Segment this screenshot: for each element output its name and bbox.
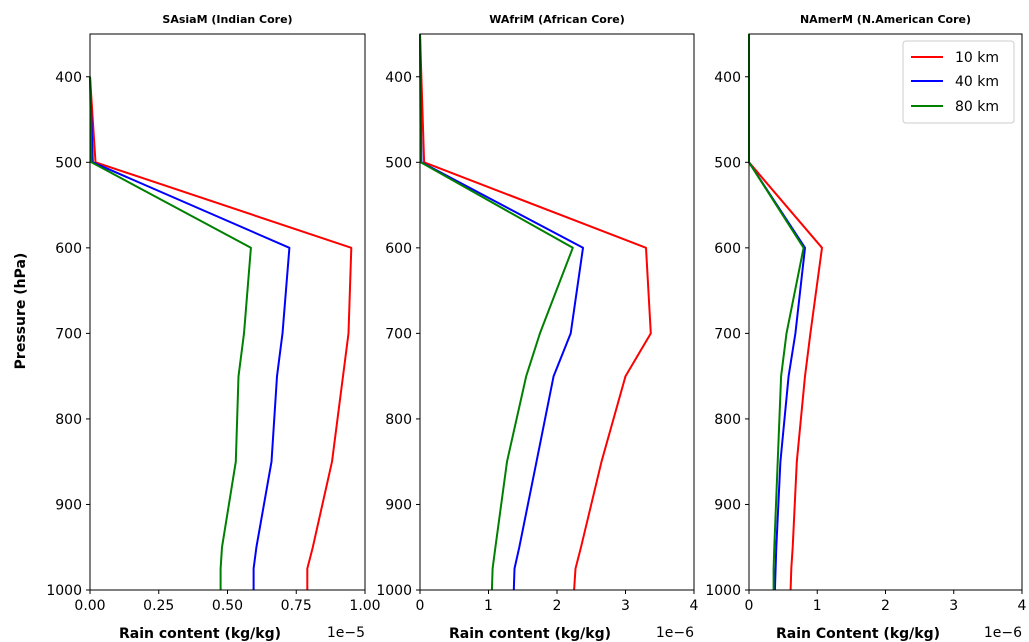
y-tick-label: 1000 <box>705 583 741 599</box>
panel-sasiam: SAsiaM (Indian Core) Rain content (kg/kg… <box>46 13 380 642</box>
x-offset-label: 1e−6 <box>656 625 694 641</box>
x-tick-label: 0 <box>745 598 754 614</box>
y-tick-label: 600 <box>385 241 412 257</box>
y-tick-label: 400 <box>55 70 82 86</box>
x-tick-label: 3 <box>949 598 958 614</box>
y-tick-label: 500 <box>385 155 412 171</box>
x-tick-label: 2 <box>881 598 890 614</box>
legend-entry-80km: 80 km <box>911 99 999 115</box>
y-tick-label: 400 <box>385 70 412 86</box>
x-axis-label: Rain content (kg/kg) <box>119 626 281 642</box>
series-line-80km <box>89 76 252 590</box>
x-tick-label: 1.00 <box>349 598 380 614</box>
legend-label: 80 km <box>955 99 999 115</box>
series-line-10km <box>419 33 652 591</box>
y-tick-label: 800 <box>714 412 741 428</box>
x-tick-label: 0.50 <box>212 598 243 614</box>
y-axis-label: Pressure (hPa) <box>13 253 29 370</box>
plot-frame <box>89 33 366 591</box>
y-tick-label: 600 <box>714 241 741 257</box>
y-tick-label: 800 <box>55 412 82 428</box>
x-tick-label: 2 <box>553 598 562 614</box>
panel-namerm: NAmerM (N.American Core) Rain Content (k… <box>705 13 1026 642</box>
y-tick-label: 500 <box>55 155 82 171</box>
series-line-40km <box>89 76 291 590</box>
panel-title: SAsiaM (Indian Core) <box>162 13 292 26</box>
x-axis-label: Rain Content (kg/kg) <box>776 626 940 642</box>
y-tick-label: 900 <box>385 497 412 513</box>
y-tick-label: 700 <box>385 326 412 342</box>
x-tick-label: 1 <box>484 598 493 614</box>
legend-label: 10 km <box>955 50 999 66</box>
y-tick-label: 500 <box>714 155 741 171</box>
series-line-80km <box>748 34 805 590</box>
y-tick-label: 900 <box>714 497 741 513</box>
series-line-10km <box>89 76 353 590</box>
x-axis-label: Rain content (kg/kg) <box>449 626 611 642</box>
series-line-40km <box>419 33 584 591</box>
x-offset-label: 1e−6 <box>984 625 1022 641</box>
y-tick-label: 400 <box>714 70 741 86</box>
y-tick-label: 800 <box>385 412 412 428</box>
y-tick-label: 1000 <box>46 583 82 599</box>
series-line-80km <box>419 33 574 591</box>
x-tick-label: 4 <box>690 598 699 614</box>
y-tick-label: 700 <box>714 326 741 342</box>
legend-frame <box>902 40 1015 124</box>
x-offset-label: 1e−5 <box>327 625 365 641</box>
panel-title: NAmerM (N.American Core) <box>800 13 971 26</box>
x-tick-label: 4 <box>1018 598 1027 614</box>
x-tick-label: 0.75 <box>281 598 312 614</box>
plot-frame <box>419 33 695 591</box>
y-tick-label: 900 <box>55 497 82 513</box>
legend-label: 40 km <box>955 74 999 90</box>
y-tick-label: 600 <box>55 241 82 257</box>
legend-entry-10km: 10 km <box>911 50 999 66</box>
x-tick-label: 0 <box>416 598 425 614</box>
series-line-40km <box>748 34 806 591</box>
panel-wafrim: WAfriM (African Core) Rain content (kg/k… <box>376 13 698 642</box>
y-tick-label: 700 <box>55 326 82 342</box>
x-tick-label: 3 <box>621 598 630 614</box>
y-tick-label: 1000 <box>376 583 412 599</box>
series-line-10km <box>748 34 823 591</box>
x-tick-label: 0.00 <box>74 598 105 614</box>
legend-entry-40km: 40 km <box>911 74 999 90</box>
x-tick-label: 1 <box>813 598 822 614</box>
legend: 10 km 40 km 80 km <box>902 40 1015 124</box>
panel-title: WAfriM (African Core) <box>489 13 625 26</box>
x-tick-label: 0.25 <box>143 598 174 614</box>
